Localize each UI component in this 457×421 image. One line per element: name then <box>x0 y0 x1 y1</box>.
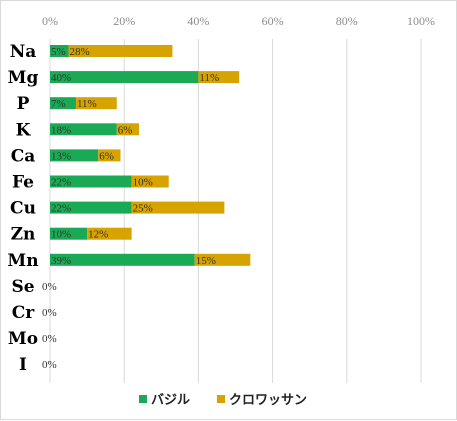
bar-0 <box>50 253 195 266</box>
data-label: 12% <box>88 229 108 241</box>
category-label: Fe <box>12 173 34 193</box>
data-label: 28% <box>70 46 90 58</box>
bar-1 <box>87 227 132 240</box>
data-label: 6% <box>99 150 114 162</box>
data-label: 7% <box>51 98 66 110</box>
data-label: 25% <box>133 203 153 215</box>
bar-0 <box>50 45 69 57</box>
x-tick-label: 40% <box>187 14 209 28</box>
data-label: 11% <box>199 72 219 84</box>
category-label: Cu <box>10 199 36 219</box>
category-label: P <box>17 94 30 114</box>
legend-label: クロワッサン <box>229 393 307 408</box>
category-label: Cr <box>12 303 36 323</box>
data-label: 39% <box>51 255 71 267</box>
x-tick-label: 80% <box>336 14 358 28</box>
data-label: 0% <box>42 281 57 293</box>
data-label: 6% <box>118 124 133 136</box>
data-label: 0% <box>42 307 57 319</box>
bar-0 <box>50 201 132 214</box>
category-label: I <box>19 355 27 375</box>
data-label: 22% <box>51 177 71 189</box>
bar-0 <box>50 97 76 110</box>
legend-label: バジル <box>151 393 190 408</box>
x-tick-label: 0% <box>42 14 58 28</box>
bar-0 <box>50 71 199 84</box>
x-tick-label: 100% <box>407 14 435 28</box>
x-tick-label: 60% <box>262 14 284 28</box>
bar-1 <box>194 253 251 266</box>
category-label: K <box>16 120 32 140</box>
bar-1 <box>98 149 121 162</box>
bar-0 <box>50 123 117 136</box>
data-label: 0% <box>42 359 57 371</box>
data-label: 40% <box>51 72 71 84</box>
data-label: 5% <box>51 46 66 58</box>
category-label: Mn <box>7 251 38 271</box>
bar-0 <box>50 175 132 188</box>
bar-1 <box>75 97 117 110</box>
bar-0 <box>50 149 99 162</box>
data-label: 10% <box>51 229 71 241</box>
data-label: 0% <box>42 333 57 345</box>
bar-1 <box>116 123 140 136</box>
bar-0 <box>50 227 88 240</box>
x-tick-label: 20% <box>113 14 135 28</box>
legend-swatch <box>139 395 147 403</box>
data-label: 11% <box>77 98 97 110</box>
bar-1 <box>68 45 173 57</box>
legend-swatch <box>217 395 225 403</box>
category-label: Ca <box>11 146 36 166</box>
data-label: 10% <box>133 177 153 189</box>
bar-1 <box>131 175 169 188</box>
data-label: 18% <box>51 124 71 136</box>
category-label: Zn <box>11 225 36 245</box>
category-label: Se <box>11 277 34 297</box>
data-label: 13% <box>51 150 71 162</box>
bar-1 <box>131 201 225 214</box>
bar-1 <box>198 71 240 84</box>
data-label: 22% <box>51 203 71 215</box>
data-label: 15% <box>196 255 216 267</box>
category-label: Mo <box>8 329 38 349</box>
category-label: Mg <box>8 68 39 88</box>
category-label: Na <box>10 42 37 62</box>
